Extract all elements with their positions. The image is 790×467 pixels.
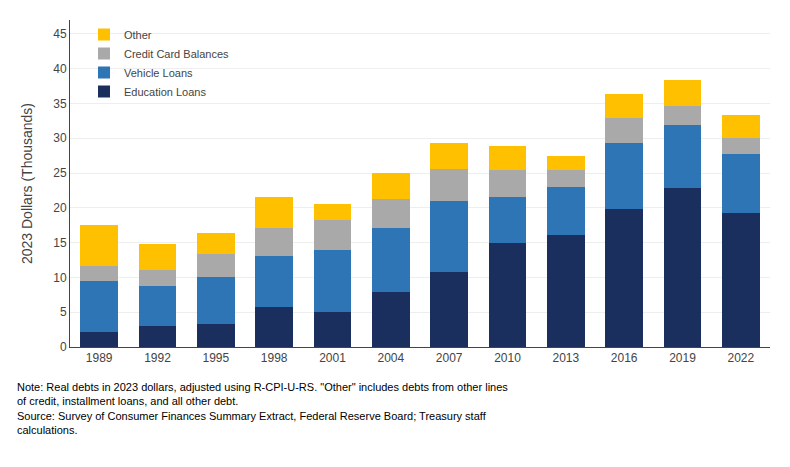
svg-text:45: 45 [53, 27, 67, 41]
svg-text:2022: 2022 [727, 351, 754, 365]
svg-text:1995: 1995 [202, 351, 229, 365]
svg-text:1998: 1998 [261, 351, 288, 365]
svg-text:2019: 2019 [669, 351, 696, 365]
svg-text:Other: Other [124, 29, 152, 41]
svg-text:2007: 2007 [436, 351, 463, 365]
svg-text:35: 35 [53, 97, 67, 111]
svg-text:2010: 2010 [494, 351, 521, 365]
svg-text:2001: 2001 [319, 351, 346, 365]
svg-text:Education Loans: Education Loans [124, 86, 206, 98]
svg-text:1992: 1992 [144, 351, 171, 365]
svg-text:2023 Dollars (Thousands): 2023 Dollars (Thousands) [19, 103, 35, 264]
svg-text:2013: 2013 [552, 351, 579, 365]
svg-text:10: 10 [53, 271, 67, 285]
svg-text:Vehicle Loans: Vehicle Loans [124, 67, 193, 79]
svg-text:2004: 2004 [377, 351, 404, 365]
svg-text:25: 25 [53, 166, 67, 180]
svg-text:20: 20 [53, 201, 67, 215]
svg-text:2016: 2016 [611, 351, 638, 365]
svg-text:1989: 1989 [86, 351, 113, 365]
svg-text:15: 15 [53, 236, 67, 250]
svg-text:0: 0 [60, 340, 67, 354]
svg-text:5: 5 [60, 305, 67, 319]
svg-text:40: 40 [53, 62, 67, 76]
svg-text:Note: Real debts in 2023 dolla: Note: Real debts in 2023 dollars, adjust… [17, 381, 508, 436]
svg-text:30: 30 [53, 131, 67, 145]
svg-text:Credit Card Balances: Credit Card Balances [124, 48, 229, 60]
